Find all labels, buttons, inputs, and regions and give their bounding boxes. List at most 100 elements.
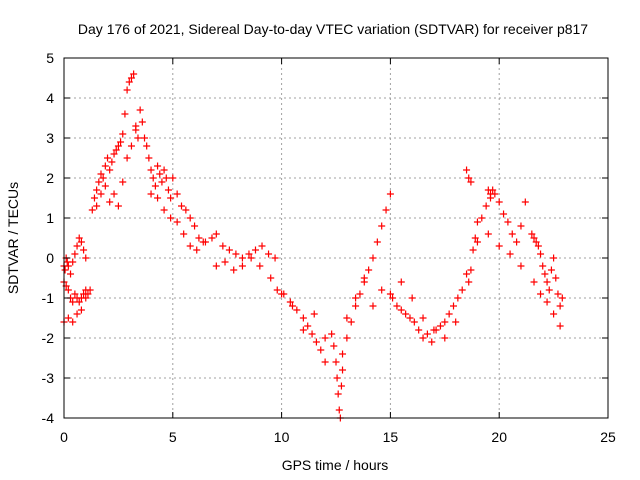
data-point (75, 234, 83, 242)
data-point (127, 74, 135, 82)
data-point (378, 286, 386, 294)
data-point (173, 190, 181, 198)
data-point (97, 170, 105, 178)
chart-title: Day 176 of 2021, Sidereal Day-to-day VTE… (78, 21, 588, 37)
data-point (101, 162, 109, 170)
data-point (415, 326, 423, 334)
data-point (286, 298, 294, 306)
data-point (69, 298, 77, 306)
data-point (93, 186, 101, 194)
y-tick-label: -4 (42, 410, 55, 426)
data-point (389, 294, 397, 302)
data-point (134, 134, 142, 142)
data-point (393, 302, 401, 310)
data-point (141, 134, 149, 142)
data-point (73, 310, 81, 318)
data-point (473, 218, 481, 226)
y-tick-label: 1 (46, 210, 54, 226)
data-point (473, 238, 481, 246)
data-point (335, 406, 343, 414)
data-point (330, 342, 338, 350)
data-point (156, 170, 164, 178)
y-tick-label: 3 (46, 130, 54, 146)
data-point (151, 182, 159, 190)
data-point (138, 118, 146, 126)
data-point (471, 234, 479, 242)
data-point (343, 334, 351, 342)
data-point (547, 266, 555, 274)
data-point (484, 230, 492, 238)
data-point (121, 110, 129, 118)
data-point (64, 286, 72, 294)
data-point (95, 178, 103, 186)
data-point (558, 294, 566, 302)
data-point (221, 258, 229, 266)
data-point (423, 330, 431, 338)
data-point (347, 318, 355, 326)
data-point (343, 314, 351, 322)
data-point (93, 202, 101, 210)
data-point (258, 242, 266, 250)
data-point (554, 290, 562, 298)
data-point (256, 262, 264, 270)
data-point (212, 230, 220, 238)
data-point (310, 310, 318, 318)
data-point (75, 298, 83, 306)
data-point (541, 270, 549, 278)
data-point (352, 294, 360, 302)
x-tick-label: 5 (169, 429, 177, 445)
data-point (154, 194, 162, 202)
x-tick-label: 10 (274, 429, 290, 445)
data-point (478, 214, 486, 222)
data-point (180, 230, 188, 238)
data-point (64, 262, 72, 270)
data-point (450, 302, 458, 310)
data-point (191, 222, 199, 230)
data-point (441, 318, 449, 326)
data-point (169, 174, 177, 182)
data-point (201, 238, 209, 246)
data-point (337, 382, 345, 390)
data-point (528, 230, 536, 238)
data-point (212, 262, 220, 270)
data-point (408, 294, 416, 302)
data-point (288, 302, 296, 310)
data-point (271, 254, 279, 262)
data-point (532, 238, 540, 246)
data-point (154, 162, 162, 170)
data-point (88, 206, 96, 214)
data-point (173, 218, 181, 226)
y-tick-label: 0 (46, 250, 54, 266)
data-point (356, 290, 364, 298)
data-point (273, 286, 281, 294)
data-point (162, 174, 170, 182)
data-point (365, 266, 373, 274)
data-point (186, 214, 194, 222)
data-point (552, 274, 560, 282)
y-tick-label: -1 (42, 290, 55, 306)
data-point (441, 334, 449, 342)
x-tick-label: 25 (600, 429, 616, 445)
data-point (465, 278, 473, 286)
data-point (317, 346, 325, 354)
data-point (467, 178, 475, 186)
data-point (489, 186, 497, 194)
data-point (304, 322, 312, 330)
data-point (182, 206, 190, 214)
y-axis-label: SDTVAR / TECUs (5, 182, 21, 294)
data-point (167, 214, 175, 222)
y-tick-label: -2 (42, 330, 55, 346)
data-point (500, 210, 508, 218)
data-point (556, 322, 564, 330)
data-point (465, 174, 473, 182)
data-point (543, 298, 551, 306)
data-point (265, 250, 273, 258)
data-point (225, 246, 233, 254)
data-point (373, 238, 381, 246)
data-point (308, 330, 316, 338)
data-point (125, 78, 133, 86)
data-point (378, 222, 386, 230)
y-tick-label: 4 (46, 90, 54, 106)
data-point (386, 290, 394, 298)
